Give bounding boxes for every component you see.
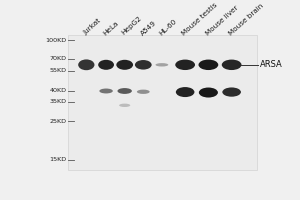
Ellipse shape xyxy=(199,88,218,98)
Text: 40KD: 40KD xyxy=(50,88,67,93)
Text: A549: A549 xyxy=(139,19,157,36)
Ellipse shape xyxy=(222,60,242,70)
Text: 100KD: 100KD xyxy=(45,38,67,43)
Ellipse shape xyxy=(175,60,195,70)
Ellipse shape xyxy=(99,89,113,93)
Ellipse shape xyxy=(116,60,133,70)
Text: ARSA: ARSA xyxy=(260,60,282,69)
Text: Mouse testis: Mouse testis xyxy=(181,1,219,36)
Ellipse shape xyxy=(98,60,114,70)
Ellipse shape xyxy=(137,90,150,94)
Ellipse shape xyxy=(135,60,152,70)
Text: HepG2: HepG2 xyxy=(121,15,143,36)
Ellipse shape xyxy=(155,63,168,67)
Ellipse shape xyxy=(118,88,132,94)
Text: Mouse brain: Mouse brain xyxy=(228,2,265,36)
Ellipse shape xyxy=(119,104,130,107)
Text: 55KD: 55KD xyxy=(50,68,67,73)
Text: 25KD: 25KD xyxy=(50,119,67,124)
Text: 70KD: 70KD xyxy=(50,56,67,61)
Ellipse shape xyxy=(78,59,94,70)
Text: HL-60: HL-60 xyxy=(158,18,178,36)
Text: 35KD: 35KD xyxy=(50,99,67,104)
Text: Mouse liver: Mouse liver xyxy=(204,4,239,36)
FancyBboxPatch shape xyxy=(68,35,257,170)
Text: HeLa: HeLa xyxy=(102,20,120,36)
Ellipse shape xyxy=(176,87,194,97)
Ellipse shape xyxy=(199,60,218,70)
Ellipse shape xyxy=(222,87,241,97)
Text: 15KD: 15KD xyxy=(50,157,67,162)
Text: Jurkat: Jurkat xyxy=(82,18,102,36)
